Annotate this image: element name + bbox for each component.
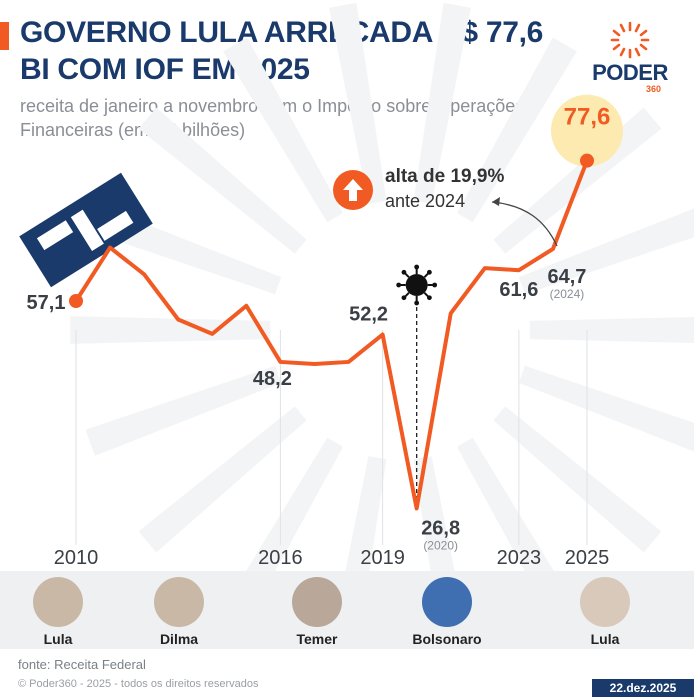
virus-spike-tip xyxy=(414,300,420,306)
x-tick-label: 2016 xyxy=(258,547,303,569)
president-bolsonaro: Bolsonaro xyxy=(402,577,492,647)
avatar xyxy=(292,577,342,627)
virus-spike-tip xyxy=(432,282,438,288)
x-tick-label: 2010 xyxy=(54,547,99,569)
president-temer: Temer xyxy=(272,577,362,647)
virus-spike-tip xyxy=(426,269,432,275)
president-lula-second: Lula xyxy=(560,577,650,647)
virus-spike-tip xyxy=(426,295,432,301)
logo-wordmark: PODER xyxy=(592,60,668,85)
virus-spike-tip xyxy=(414,264,420,270)
background-ray xyxy=(345,456,387,571)
data-label: 64,7 xyxy=(547,266,586,288)
accent-bar xyxy=(0,22,9,50)
callout-arrow xyxy=(491,201,558,247)
data-point xyxy=(580,153,594,168)
data-label-note: (2020) xyxy=(423,538,458,552)
background-ray xyxy=(138,406,307,553)
data-label: 77,6 xyxy=(564,104,611,131)
callout-comparison: ante 2024 xyxy=(385,191,466,211)
background-ray xyxy=(223,37,344,223)
background-ray xyxy=(518,208,694,295)
data-label: 48,2 xyxy=(253,368,292,390)
virus-icon xyxy=(396,264,438,306)
virus-body xyxy=(405,274,428,296)
background-ray xyxy=(329,2,387,204)
source-note: fonte: Receita Federal xyxy=(18,657,146,672)
x-tick-label: 2023 xyxy=(497,547,542,569)
federal-revenue-emblem xyxy=(19,172,153,288)
data-label: 57,1 xyxy=(27,292,66,314)
year-gridlines xyxy=(75,330,588,545)
data-label: 26,8 xyxy=(421,517,460,539)
virus-spike-tip xyxy=(401,295,407,301)
virus-spike-tip xyxy=(401,269,407,275)
president-name: Lula xyxy=(43,631,73,647)
poder360-logo: PODER 360 xyxy=(590,20,678,100)
president-name: Bolsonaro xyxy=(412,631,482,647)
background-ray xyxy=(246,437,344,571)
data-label-note: (2024) xyxy=(550,287,585,301)
background-ray xyxy=(85,365,282,456)
data-label: 52,2 xyxy=(349,304,388,326)
copyright-note: © Poder360 - 2025 - todos os direitos re… xyxy=(18,678,259,690)
highlight-circle xyxy=(551,94,623,167)
background-ray xyxy=(413,2,471,204)
callout-growth: alta de 19,9% xyxy=(385,166,505,187)
x-tick-label: 2019 xyxy=(360,547,405,569)
virus-spike-tip xyxy=(396,282,402,288)
data-label: 61,6 xyxy=(499,279,538,301)
president-name: Lula xyxy=(590,631,620,647)
sun-icon xyxy=(610,21,650,59)
callout-arrowhead xyxy=(492,197,500,206)
logo-number: 360 xyxy=(646,84,662,94)
background-ray xyxy=(456,37,577,223)
president-name: Dilma xyxy=(159,631,199,647)
background-ray xyxy=(529,316,694,344)
background-ray xyxy=(70,316,271,344)
background-ray xyxy=(138,107,307,254)
avatar xyxy=(154,577,204,627)
date-badge: 22.dez.2025 xyxy=(592,679,694,697)
avatar xyxy=(580,577,630,627)
president-dilma: Dilma xyxy=(134,577,224,647)
president-name: Temer xyxy=(296,631,338,647)
iof-line-chart: 57,1 48,2 52,2 26,8(2020) 61,6 64,7(2024) 77,6… xyxy=(19,2,694,571)
avatar xyxy=(422,577,472,627)
avatar xyxy=(33,577,83,627)
background-ray xyxy=(518,365,694,452)
background-ray xyxy=(413,456,455,571)
data-point xyxy=(69,294,83,309)
background-rays xyxy=(70,2,694,571)
arrow-up-icon xyxy=(333,170,373,210)
president-lula-first: Lula xyxy=(13,577,103,647)
series-line xyxy=(74,158,589,511)
presidents-strip: Lula Dilma Temer Bolsonaro Lula xyxy=(0,571,694,649)
background-ray xyxy=(456,437,554,571)
x-tick-label: 2025 xyxy=(565,547,610,569)
background-ray xyxy=(493,406,662,553)
